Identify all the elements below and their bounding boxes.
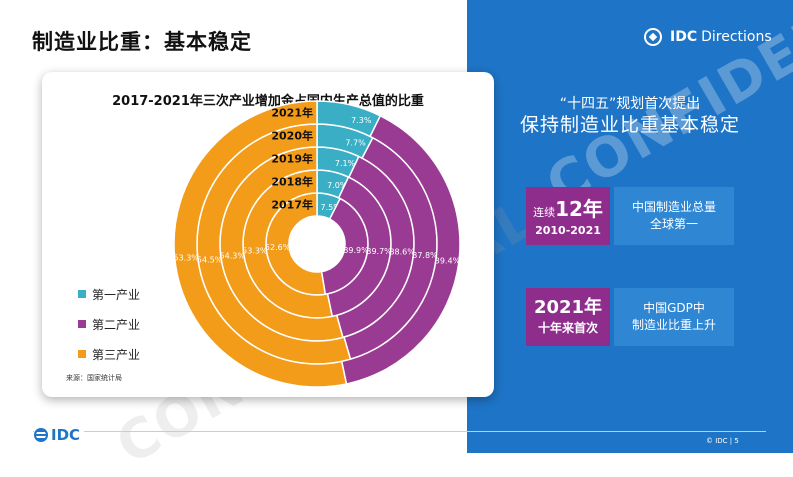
badge-12-years: 连续12年 2010-2021 xyxy=(526,187,610,245)
data-label: 53.3% xyxy=(242,246,268,255)
legend-swatch xyxy=(78,320,86,328)
badge-bottom: 2010-2021 xyxy=(535,224,601,237)
data-label: 54.3% xyxy=(220,252,246,261)
footer-copyright: © IDC | 5 xyxy=(706,437,739,445)
legend-label: 第二产业 xyxy=(92,317,141,332)
compass-icon xyxy=(644,28,662,46)
donut-hole xyxy=(290,217,344,271)
legend-item-secondary: 第二产业 xyxy=(78,309,140,339)
legend-label: 第一产业 xyxy=(92,287,141,302)
badge-bottom: 十年来首次 xyxy=(537,321,598,335)
page-title: 制造业比重：基本稳定 xyxy=(32,30,252,54)
info-line2: 制造业比重上升 xyxy=(631,318,716,332)
brand-logo: IDC Directions xyxy=(644,28,772,46)
donut-chart: 7.5% 39.9% 52.6% 7.0% 39.7% 53.3% 7.1% 38.6% 54.… xyxy=(173,100,461,388)
badge-prefix: 连续 xyxy=(533,206,556,219)
data-label: 7.0% xyxy=(327,181,348,190)
data-label: 38.6% xyxy=(389,248,415,257)
year-label: 2019年 xyxy=(271,152,313,166)
legend-label: 第三产业 xyxy=(92,347,141,362)
data-label: 39.7% xyxy=(366,247,392,256)
badge-big: 2021年 xyxy=(533,297,603,318)
globe-icon xyxy=(34,428,48,442)
info-box-global-first: 中国制造业总量 全球第一 xyxy=(614,187,734,245)
data-label: 39.4% xyxy=(435,256,461,265)
data-label: 7.5% xyxy=(321,203,342,212)
chart-card: 2017-2021年三次产业增加金占国内生产总值的比重 7.5% 39.9% 52.… xyxy=(42,72,494,397)
data-label: 7.1% xyxy=(335,159,356,168)
legend-swatch xyxy=(78,290,86,298)
badge-2021: 2021年 十年来首次 xyxy=(526,288,610,346)
legend: 第一产业 第二产业 第三产业 xyxy=(78,279,140,369)
info-line1: 中国GDP中 xyxy=(643,301,705,315)
legend-swatch xyxy=(78,350,86,358)
data-label: 7.7% xyxy=(345,139,366,148)
year-label: 2018年 xyxy=(271,175,313,189)
brand-logo-text: IDC xyxy=(670,29,698,45)
data-label: 53.3% xyxy=(173,254,199,263)
legend-item-tertiary: 第三产业 xyxy=(78,339,140,369)
footer-idc-logo: IDC xyxy=(34,426,85,444)
chart-source: 来源：国家统计局 xyxy=(66,374,122,382)
data-label: 37.8% xyxy=(412,251,438,260)
footer-divider xyxy=(33,431,766,432)
badge-big: 12年 xyxy=(555,197,603,221)
data-label: 54.5% xyxy=(197,255,223,264)
data-label: 7.3% xyxy=(351,116,372,125)
info-line2: 全球第一 xyxy=(649,217,698,231)
info-line1: 中国制造业总量 xyxy=(631,200,716,214)
year-label: 2017年 xyxy=(271,198,313,212)
brand-name: Directions xyxy=(701,29,772,45)
info-box-gdp-share: 中国GDP中 制造业比重上升 xyxy=(614,288,734,346)
highlight-line2: 保持制造业比重基本稳定 xyxy=(519,114,740,136)
data-label: 39.9% xyxy=(343,246,369,255)
data-label: 52.6% xyxy=(265,243,291,252)
year-label: 2020年 xyxy=(271,129,313,143)
footer-logo-text: IDC xyxy=(51,426,81,444)
highlight-line1: “十四五”规划首次提出 xyxy=(559,96,701,112)
donut-segment xyxy=(173,100,348,388)
legend-item-primary: 第一产业 xyxy=(78,279,140,309)
year-label: 2021年 xyxy=(271,106,313,120)
